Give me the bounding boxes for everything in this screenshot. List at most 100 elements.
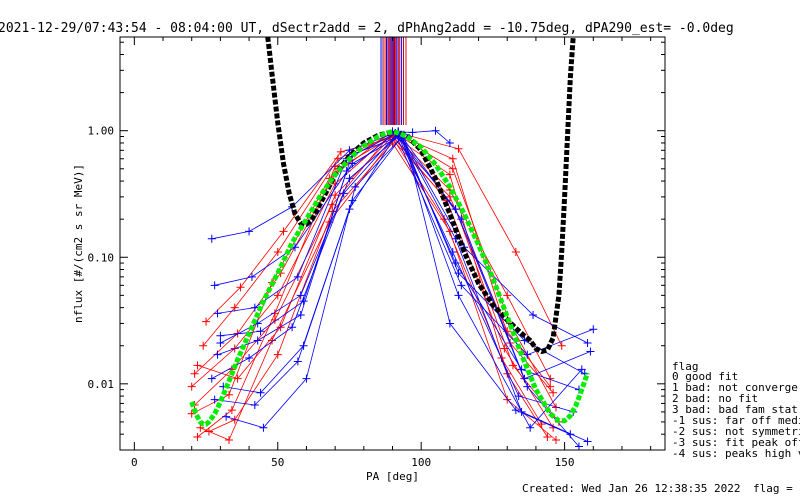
data-point [250,303,259,312]
data-point [451,205,460,214]
data-point [586,347,595,356]
y-tick-label: 0.10 [88,251,115,264]
data-point [454,291,463,300]
y-tick-label: 0.01 [88,378,115,391]
data-point [216,331,225,340]
data-point [273,291,282,300]
data-point [296,310,305,319]
data-point [543,433,552,442]
data-point [230,303,239,312]
y-tick-label: 1.00 [88,125,115,138]
series-line [208,142,557,441]
data-point [431,126,440,135]
axes: 0 50 100 150 1.00 0.10 0.01 [88,37,665,469]
data-point [511,248,520,257]
data-point [268,336,277,345]
legend-item: -2 sus: not symmetric [672,425,800,438]
data-point [529,310,538,319]
data-point [549,388,558,397]
data-point [583,339,592,348]
flag-value: flag = 0 [753,482,800,495]
data-point [583,437,592,446]
data-point [245,353,254,362]
data-point [279,227,288,236]
data-point [526,423,535,432]
data-point [207,234,216,243]
vertical-markers [380,37,407,125]
data-point [204,427,213,436]
data-point [448,154,457,163]
data-point [523,382,532,391]
x-tick-label: 150 [555,456,575,469]
y-axis-label: nflux [#/(cm2 s sr MeV)] [72,164,85,323]
data-point [187,382,196,391]
series-line [211,131,580,390]
data-point [339,189,348,198]
data-point [508,361,517,370]
series-line [211,131,588,442]
chart-title: 2021-12-29/07:43:54 - 08:04:00 UT, dSect… [0,21,734,36]
data-point [454,144,463,153]
data-point [193,433,202,442]
data-point [207,374,216,383]
legend-item: 1 bad: not converge [672,381,798,394]
legend-item: 3 bad: bad fam stat [672,403,798,416]
data-point [227,406,236,415]
series-line [223,136,583,429]
data-point [259,423,268,432]
data-point [296,291,305,300]
data-point [273,248,282,257]
data-point [247,272,256,281]
data-point [299,297,308,306]
data-point [256,327,265,336]
data-point [448,248,457,257]
data-point [225,390,233,399]
flux-series [187,126,598,450]
data-point [210,395,219,404]
series-line [191,132,551,387]
data-point [199,341,208,350]
data-point [445,192,454,201]
series-line [217,132,580,447]
data-point [511,406,520,415]
data-point [457,281,466,290]
data-point [190,369,199,378]
data-point [193,361,202,370]
data-point [336,147,345,156]
data-point [273,350,282,359]
data-point [256,388,265,397]
data-point [574,442,583,450]
series-line [220,135,588,344]
data-point [293,357,302,366]
data-point [345,174,354,183]
legend-item: 2 bad: no fit [672,392,758,405]
data-point [577,365,586,374]
data-point [552,435,560,444]
data-point [299,341,308,350]
data-point [210,281,219,290]
fit-curve-black [265,37,576,354]
series-line [194,131,557,408]
flag-legend: flag 0 good fit 1 bad: not converge 2 ba… [672,360,800,460]
data-point [445,170,454,179]
data-point [202,317,211,326]
series-line [220,135,574,413]
data-point [288,323,297,332]
data-point [445,319,454,328]
data-point [302,374,311,383]
data-point [351,182,360,191]
data-point [270,309,279,318]
legend-item: -1 sus: far off media [672,414,800,427]
data-point [523,350,532,359]
series-line [214,130,591,406]
x-axis-label: PA [deg] [366,470,419,483]
plot-area [187,37,598,450]
data-point [503,395,512,404]
data-point [514,392,523,401]
data-point [557,341,566,350]
data-point [216,339,225,348]
legend-item: -4 sus: peaks high va [672,447,800,460]
data-point [213,350,222,359]
x-tick-label: 100 [411,456,431,469]
